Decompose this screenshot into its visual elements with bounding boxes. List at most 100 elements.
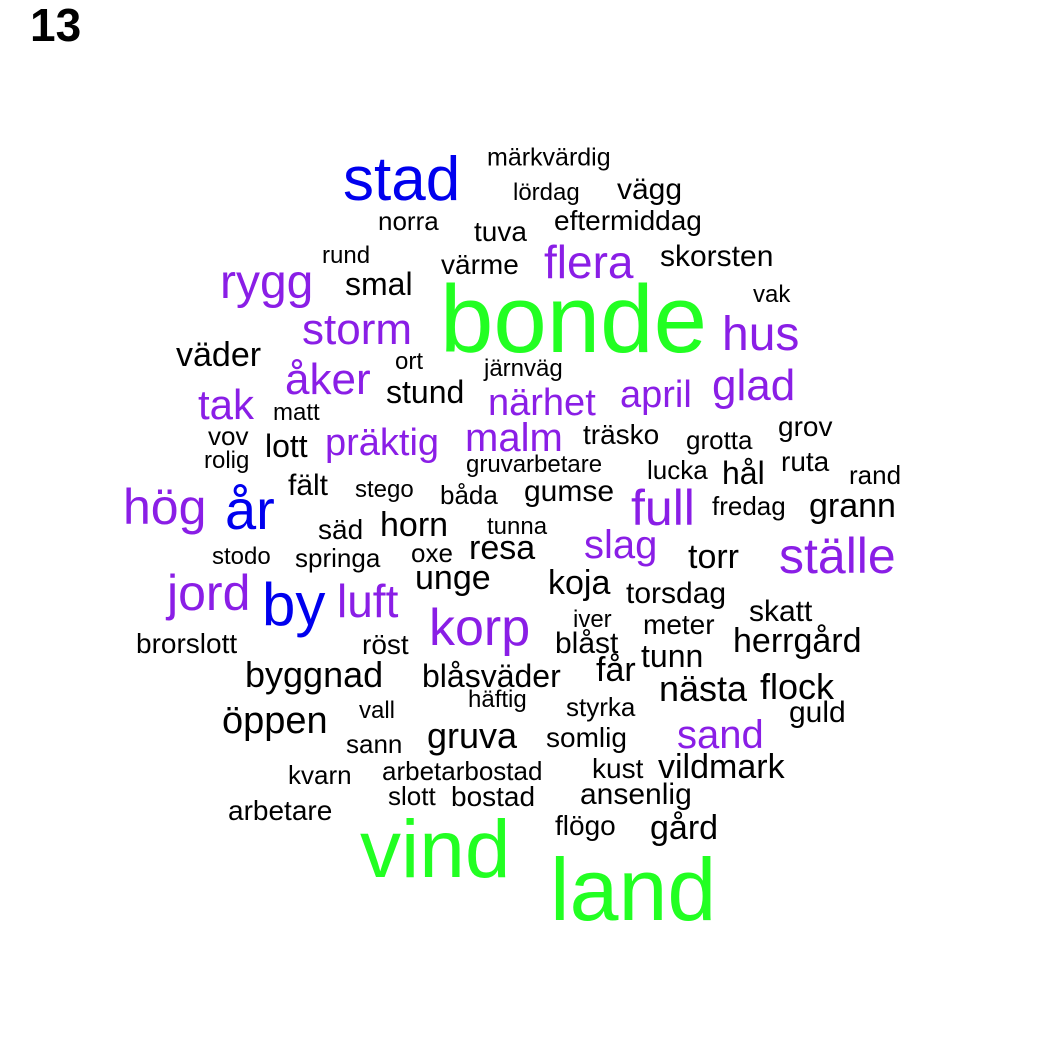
word-gruvarbetare: gruvarbetare (466, 451, 603, 478)
word-gruva: gruva (427, 715, 518, 756)
word-arbetare: arbetare (228, 795, 333, 826)
word-styrka: styrka (566, 692, 636, 722)
word-resa: resa (469, 529, 536, 567)
word-hal: hål (722, 455, 765, 491)
panel-number: 13 (30, 0, 82, 51)
word-vagg: vägg (617, 173, 683, 206)
word-far: får (596, 651, 636, 689)
word-oxe: oxe (411, 538, 453, 568)
word-ort: ort (395, 348, 424, 375)
word-ar: år (225, 478, 275, 541)
word-jarnvag: järnväg (484, 355, 563, 382)
word-land: land (550, 840, 717, 939)
word-stund: stund (386, 374, 465, 410)
word-gumse: gumse (524, 475, 615, 508)
word-meter: meter (643, 609, 715, 640)
word-full: full (631, 480, 695, 536)
word-herrgard: herrgård (733, 622, 862, 660)
word-malm: malm (465, 416, 563, 460)
word-flogo: flögo (555, 810, 616, 841)
word-kust: kust (592, 753, 644, 784)
word-slott: slott (388, 781, 436, 811)
word-tunn: tunn (641, 638, 704, 674)
word-storm: storm (302, 305, 412, 354)
word-somlig: somlig (546, 722, 627, 753)
word-ansenlig: ansenlig (580, 778, 692, 811)
word-guld: guld (789, 696, 846, 729)
word-unge: unge (415, 559, 491, 597)
word-oppen: öppen (222, 700, 328, 742)
word-eftermiddag: eftermiddag (554, 205, 702, 236)
word-lott: lott (265, 428, 308, 464)
word-nasta: nästa (659, 668, 748, 709)
word-praktig: präktig (325, 422, 440, 464)
word-hog: hög (123, 479, 207, 535)
word-bada: båda (440, 480, 498, 510)
word-blasvader: blåsväder (422, 658, 561, 694)
word-rost: röst (362, 629, 409, 660)
word-arbetarbostad: arbetarbostad (382, 756, 543, 786)
word-skorsten: skorsten (660, 240, 774, 273)
word-falt: fält (288, 469, 329, 502)
word-byggnad: byggnad (245, 654, 384, 695)
word-sand: sand (677, 713, 764, 757)
word-matt: matt (273, 399, 320, 426)
word-rygg: rygg (220, 256, 314, 309)
word-varme: värme (441, 249, 519, 280)
word-flera: flera (544, 236, 634, 288)
word-kvarn: kvarn (288, 760, 352, 790)
word-norra: norra (378, 206, 439, 236)
word-stego: stego (355, 476, 414, 503)
word-narhet: närhet (488, 382, 596, 424)
word-aker: åker (285, 355, 371, 404)
word-hus: hus (722, 308, 800, 361)
word-stodo: stodo (212, 543, 271, 570)
word-flock: flock (760, 666, 835, 707)
word-ruta: ruta (781, 446, 830, 477)
word-jord: jord (167, 565, 251, 621)
word-tunna: tunna (487, 513, 548, 540)
word-rand: rand (849, 460, 902, 490)
word-lucka: lucka (647, 455, 708, 485)
word-stad: stad (343, 145, 461, 214)
word-slag: slag (584, 523, 658, 567)
word-by: by (262, 571, 326, 638)
word-markvardig: märkvärdig (487, 143, 611, 172)
word-sann: sann (346, 729, 403, 759)
word-luft: luft (337, 575, 399, 627)
word-lordag: lördag (513, 179, 580, 206)
word-tak: tak (198, 381, 255, 428)
word-grov: grov (778, 411, 833, 442)
word-glad: glad (712, 361, 796, 410)
word-vall: vall (359, 697, 396, 724)
word-vak: vak (753, 281, 791, 308)
word-vildmark: vildmark (658, 748, 785, 786)
word-iver: iver (573, 606, 612, 633)
word-smal: smal (345, 266, 413, 302)
word-trasko: träsko (583, 419, 660, 450)
word-rund: rund (322, 242, 371, 269)
word-torsdag: torsdag (626, 577, 727, 610)
word-fredag: fredag (712, 491, 786, 521)
word-brorslott: brorslott (136, 628, 238, 659)
word-grann: grann (809, 487, 896, 525)
word-blast: blåst (555, 627, 619, 660)
word-koja: koja (548, 564, 611, 602)
word-horn: horn (380, 506, 449, 544)
word-gard: gård (650, 809, 719, 847)
word-bostad: bostad (451, 781, 536, 812)
word-haftig: häftig (468, 686, 527, 713)
word-grotta: grotta (686, 425, 753, 455)
word-vader: väder (176, 336, 262, 374)
word-torr: torr (688, 538, 739, 576)
word-korp: korp (429, 599, 531, 657)
word-stalle: ställe (779, 528, 896, 584)
word-vov: vov (208, 421, 249, 451)
word-april: april (620, 374, 692, 416)
word-bonde: bonde (440, 266, 707, 373)
word-vind: vind (360, 804, 511, 895)
word-tuva: tuva (474, 216, 527, 247)
word-rolig: rolig (204, 447, 250, 474)
word-sad: säd (318, 514, 364, 545)
word-springa: springa (295, 543, 381, 573)
